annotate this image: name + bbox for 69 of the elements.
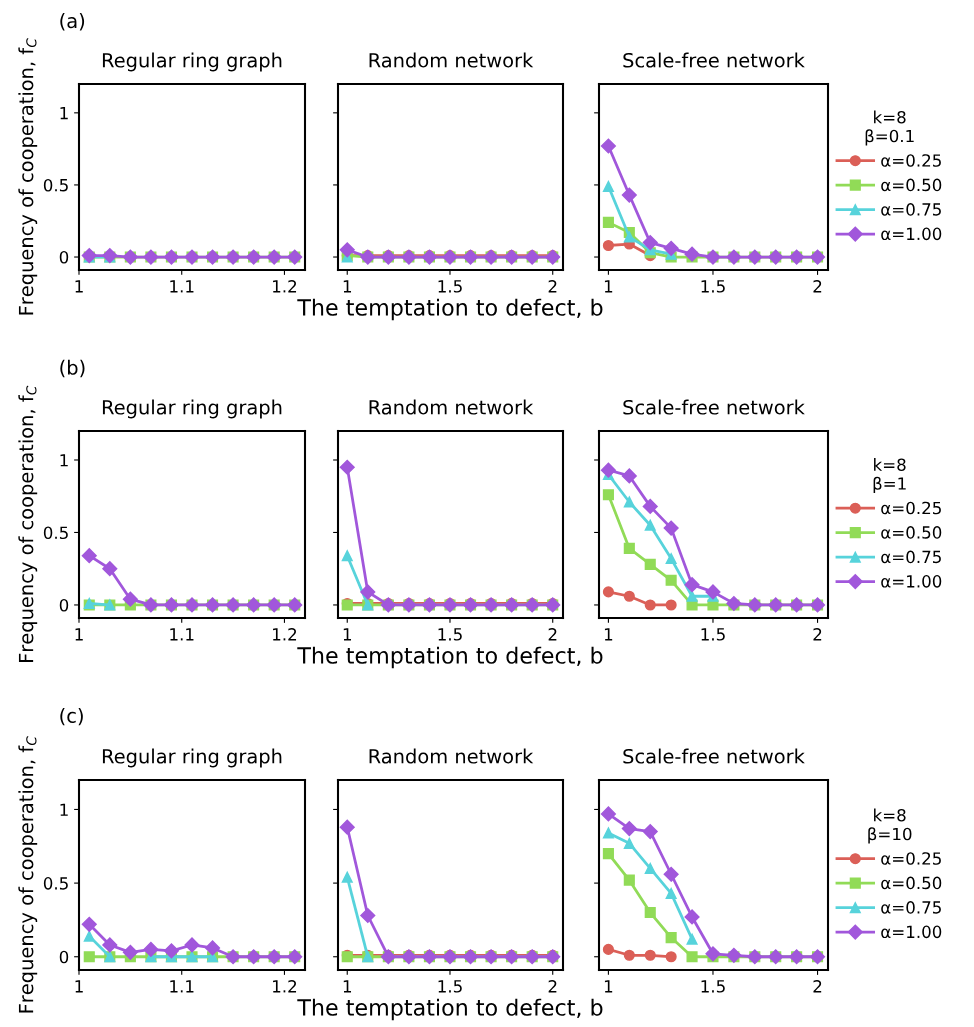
x-tick-label: 1.5 — [438, 280, 462, 293]
x-tick-label: 1.5 — [701, 280, 725, 293]
y-tick-label: 0.5 — [43, 877, 68, 890]
x-axis-title: The temptation to defect, b — [297, 646, 603, 669]
x-tick-label: 2 — [548, 280, 557, 293]
x-tick-label: 1 — [343, 280, 352, 293]
x-tick-label: 1 — [343, 628, 352, 641]
x-tick-label: 1.5 — [438, 980, 462, 993]
x-tick-label: 2 — [813, 280, 822, 293]
y-tick-label: 0 — [59, 598, 69, 612]
x-tick-label: 1 — [75, 280, 83, 293]
legend-label: α=1.00 — [881, 575, 942, 588]
legend-label: α=0.75 — [881, 203, 941, 216]
chart-title: Random network — [369, 399, 534, 415]
legend-title: k=8 β=10 — [868, 808, 912, 844]
y-tick-label: 0 — [59, 250, 69, 264]
x-tick-label: 1.2 — [273, 980, 297, 993]
y-tick-label: 0 — [59, 950, 69, 964]
x-tick-label: 2 — [813, 628, 822, 641]
y-axis-title: Frequency of cooperation, f$_{C}$ — [18, 385, 38, 663]
chart-title: Random network — [369, 748, 534, 764]
legend-label: α=0.25 — [881, 852, 941, 865]
legend-label: α=0.75 — [881, 550, 941, 564]
x-tick-label: 1 — [604, 628, 613, 641]
x-tick-label: 1 — [75, 980, 83, 993]
x-tick-label: 1 — [75, 628, 83, 641]
chart-title: Regular ring graph — [102, 52, 282, 72]
x-tick-label: 1.2 — [273, 628, 297, 641]
y-tick-label: 0.5 — [43, 178, 68, 192]
y-tick-label: 1 — [60, 454, 68, 467]
legend-label: α=0.50 — [881, 178, 942, 192]
y-tick-label: 1 — [60, 107, 68, 120]
chart-title: Regular ring graph — [102, 399, 282, 419]
y-axis-title: Frequency of cooperation, f$_{C}$ — [18, 38, 38, 315]
x-tick-label: 1.2 — [273, 280, 297, 293]
x-tick-label: 1.5 — [701, 628, 725, 641]
x-tick-label: 2 — [548, 628, 557, 641]
x-tick-label: 2 — [813, 980, 822, 993]
legend-title: k=8 β=1 — [873, 458, 906, 494]
x-tick-label: 1.5 — [701, 980, 725, 993]
chart-title: Scale-free network — [623, 748, 805, 764]
text: (a) — [60, 13, 85, 31]
chart-title: Regular ring graph — [102, 748, 282, 768]
text: (b) — [60, 359, 85, 378]
chart-title: Scale-free network — [623, 52, 805, 68]
x-tick-label: 1.5 — [438, 628, 462, 641]
legend-label: α=0.50 — [881, 526, 942, 539]
legend-label: α=0.25 — [881, 154, 941, 167]
legend-label: α=0.75 — [881, 901, 941, 914]
x-tick-label: 1 — [604, 980, 613, 993]
chart-title: Random network — [369, 52, 534, 68]
text: (c) — [60, 708, 83, 726]
x-tick-label: 1.1 — [170, 628, 194, 641]
legend-title: k=8 β=0.1 — [865, 110, 914, 146]
legend-label: α=0.50 — [881, 876, 942, 890]
y-tick-label: 0.5 — [43, 526, 68, 540]
x-axis-title: The temptation to defect, b — [297, 298, 603, 321]
y-axis-title: Frequency of cooperation, f$_{C}$ — [18, 736, 38, 1013]
y-tick-label: 1 — [60, 803, 68, 816]
x-tick-label: 2 — [548, 980, 557, 993]
legend-label: α=0.25 — [881, 501, 941, 515]
chart-title: Scale-free network — [623, 399, 805, 415]
legend-label: α=1.00 — [881, 925, 942, 939]
x-tick-label: 1 — [604, 280, 613, 293]
x-axis-title: The temptation to defect, b — [297, 998, 603, 1021]
x-tick-label: 1.1 — [170, 280, 194, 293]
x-tick-label: 1 — [343, 980, 352, 993]
legend-label: α=1.00 — [881, 227, 942, 241]
x-tick-label: 1.1 — [170, 980, 194, 993]
